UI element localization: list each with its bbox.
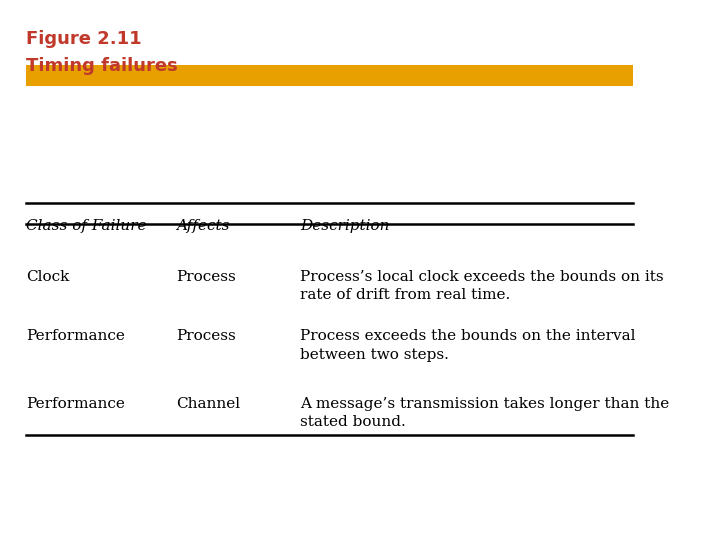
Text: Figure 2.11: Figure 2.11 (26, 30, 142, 48)
Text: Class of Failure: Class of Failure (26, 219, 147, 233)
Text: Timing failures: Timing failures (26, 57, 178, 75)
Text: Process exceeds the bounds on the interval
between two steps.: Process exceeds the bounds on the interv… (300, 329, 636, 362)
Text: A message’s transmission takes longer than the
stated bound.: A message’s transmission takes longer th… (300, 397, 669, 429)
Text: Performance: Performance (26, 329, 125, 343)
Text: Description: Description (300, 219, 390, 233)
Text: Process: Process (176, 329, 236, 343)
Text: Clock: Clock (26, 270, 69, 284)
Text: Process’s local clock exceeds the bounds on its
rate of drift from real time.: Process’s local clock exceeds the bounds… (300, 270, 664, 302)
FancyBboxPatch shape (26, 65, 632, 86)
Text: Affects: Affects (176, 219, 230, 233)
Text: Performance: Performance (26, 397, 125, 411)
Text: Channel: Channel (176, 397, 240, 411)
Text: Process: Process (176, 270, 236, 284)
